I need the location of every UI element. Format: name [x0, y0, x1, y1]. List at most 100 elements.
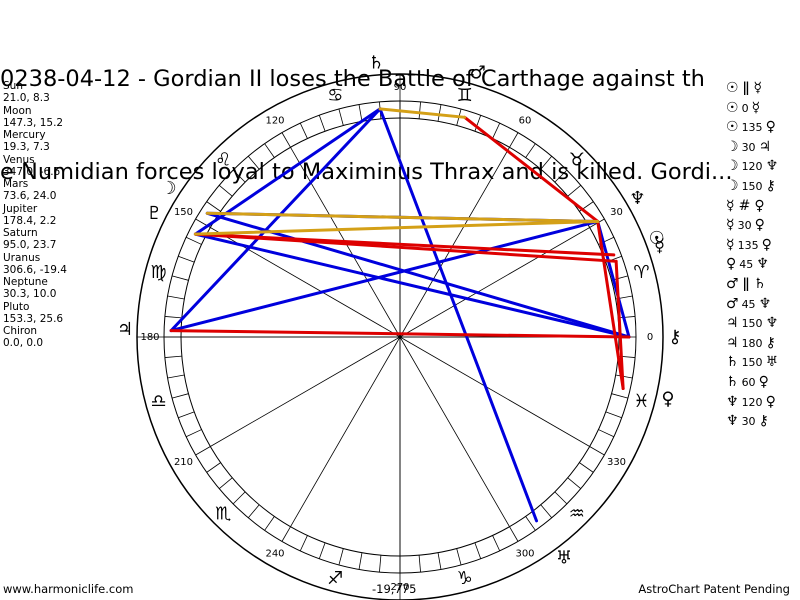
planet-values-chiron: 0.0, 0.0	[3, 337, 44, 350]
aspect-planet-2-icon: ♃	[758, 138, 772, 155]
ring-tick	[567, 477, 582, 490]
footer-value: -19,775	[372, 582, 417, 596]
aspect-planet-1-icon: ☿	[726, 236, 735, 253]
aspect-planet-2-icon: ⚷	[765, 334, 776, 351]
aspect-planet-2-icon: ☿	[753, 80, 763, 96]
planet-name-saturn: Saturn	[3, 227, 38, 239]
capricorn-sign: ♑	[457, 568, 473, 589]
aspect-angle: 150	[741, 317, 763, 331]
aspect-row: ☽ 150 ⚷	[726, 176, 796, 196]
aspect-planet-1-icon: ♃	[726, 315, 739, 332]
ring-tick	[338, 548, 344, 566]
aspect-angle: 135	[737, 238, 759, 252]
aspect-line-neptune-chiron	[596, 219, 631, 339]
house-spoke	[399, 147, 510, 338]
aspect-angle: 45	[741, 297, 756, 311]
degree-label-210: 210	[174, 457, 193, 468]
uranus-icon: ♅	[556, 547, 572, 568]
degree-labels: 0 30 60 90 120 150 180 210 240 270 300 330	[140, 82, 653, 593]
aspect-angle: 120	[741, 395, 763, 409]
aspect-angle: 30	[737, 219, 752, 233]
saturn-icon: ♄	[368, 53, 384, 74]
aspect-planet-2-icon: ♅	[765, 354, 779, 371]
venus-icon: ♀	[661, 388, 674, 409]
ring-tick	[299, 535, 308, 552]
ring-tick	[318, 542, 326, 559]
ring-tick	[318, 115, 326, 132]
house-spoke	[399, 336, 590, 447]
house-spoke	[290, 336, 401, 527]
aspect-list: ☉ ǁ ☿ ☉ 0 ☿ ☉ 135 ♀ ☽ 30 ♃ ☽ 120 ♆ ☽ 150 ⚷ ☿ # ♀ ☿ 30 ♀ ☿ 135 ♀ ♀ 45…	[726, 78, 796, 431]
ring-tick	[232, 169, 246, 183]
ring-tick	[437, 104, 442, 122]
taurus-sign: ♉	[569, 150, 585, 171]
aspect-row: ♃ 150 ♆	[726, 313, 796, 333]
aspect-line-mars-neptune	[463, 115, 600, 223]
degree-label-30: 30	[610, 207, 623, 218]
aries-sign: ♈	[633, 262, 649, 283]
aspect-planet-1-icon: ☉	[726, 99, 739, 116]
planet-values-saturn: 95.0, 23.7	[3, 239, 57, 252]
aspect-planet-2-icon: ♀	[758, 373, 769, 390]
aspect-line-jupiter-chiron	[169, 329, 631, 339]
aspect-planet-1-icon: ♃	[726, 334, 739, 351]
ring-tick	[164, 355, 182, 358]
mercury-icon: ☿	[654, 236, 665, 257]
planet-values-mercury: 19.3, 7.3	[3, 141, 50, 154]
ring-tick	[299, 122, 308, 139]
jupiter-icon: ♃	[117, 319, 133, 340]
planet-values-pluto: 153.3, 25.6	[3, 312, 64, 325]
aspect-row: ♂ ǁ ♄	[726, 274, 796, 294]
degree-label-120: 120	[265, 115, 284, 126]
zodiac-signs: ♈ ♉ ♊ ♋ ♌ ♍ ♎ ♏ ♐ ♑ ♒ ♓	[150, 85, 649, 589]
degree-label-150: 150	[174, 207, 193, 218]
house-spoke	[399, 227, 590, 338]
aspect-angle: ǁ	[742, 80, 750, 96]
ring-tick	[618, 316, 636, 319]
aspect-planet-1-icon: ☉	[726, 80, 739, 96]
aspect-row: ☽ 120 ♆	[726, 156, 796, 176]
aspect-line-moon-chiron	[205, 211, 631, 339]
aspect-planet-2-icon: ♆	[756, 256, 769, 273]
aspect-line-neptune-venus	[596, 219, 625, 391]
aspect-angle: 30	[741, 415, 756, 429]
planet-name-mars: Mars	[3, 178, 29, 190]
ring-tick	[178, 411, 195, 419]
ring-tick	[492, 122, 501, 139]
aspect-planet-1-icon: ♆	[726, 413, 739, 430]
aspect-planet-2-icon: ♀	[765, 119, 776, 136]
planet-name-pluto: Pluto	[3, 300, 30, 313]
degree-label-180: 180	[140, 332, 159, 343]
aspect-planet-1-icon: ♀	[726, 256, 737, 273]
scorpio-sign: ♏	[215, 503, 231, 524]
degree-label-90: 90	[394, 82, 407, 93]
degree-label-240: 240	[265, 549, 284, 560]
ring-tick	[281, 132, 291, 148]
ring-tick	[218, 477, 233, 490]
aspect-planet-2-icon: ♀	[754, 197, 765, 214]
ring-tick	[567, 184, 582, 197]
aspect-row: ♃ 180 ⚷	[726, 333, 796, 353]
ring-tick	[456, 548, 462, 566]
ring-tick	[579, 462, 594, 473]
aspect-angle: ǁ	[742, 275, 750, 292]
ring-tick	[171, 275, 189, 281]
aspect-planet-2-icon: ♀	[765, 393, 776, 410]
planet-glyphs: ☉ ☽ ☿ ♀ ♂ ♃ ♄ ♅ ♆ ♇ ⚷	[117, 53, 682, 569]
ring-tick	[605, 411, 622, 419]
planet-name-mercury: Mercury	[3, 129, 46, 141]
aspect-row: ♄ 60 ♀	[726, 372, 796, 392]
aspect-angle: #	[738, 197, 751, 214]
title-line-2: e Numidian forces loyal to Maximinus Thr…	[0, 159, 733, 185]
aspect-planet-1-icon: ☽	[726, 177, 739, 194]
aspect-planet-2-icon: ♆	[765, 315, 779, 332]
ring-tick	[358, 104, 363, 122]
ring-tick	[164, 316, 182, 319]
aspect-line-saturn-mars	[378, 107, 467, 119]
planet-name-uranus: Uranus	[3, 251, 41, 264]
planet-values-mars: 73.6, 24.0	[3, 190, 57, 203]
mars-icon: ♂	[470, 63, 486, 84]
ring-tick	[206, 201, 221, 212]
ring-tick	[281, 526, 291, 542]
aspect-planet-2-icon: ♄	[753, 275, 767, 292]
